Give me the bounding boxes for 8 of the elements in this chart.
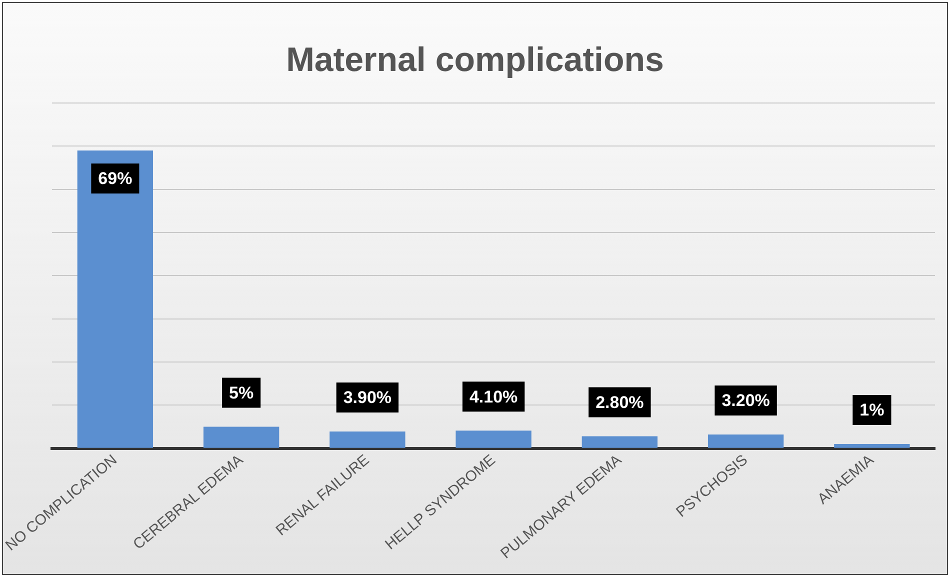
- chart-title: Maternal complications: [285, 41, 665, 80]
- data-label: 3.90%: [343, 388, 392, 408]
- data-label: 3.20%: [722, 391, 770, 410]
- data-label: 2.80%: [596, 392, 644, 412]
- data-label: 69%: [98, 169, 132, 188]
- data-label: 5%: [229, 383, 254, 402]
- data-label: 4.10%: [469, 387, 518, 406]
- data-label: 1%: [860, 400, 884, 420]
